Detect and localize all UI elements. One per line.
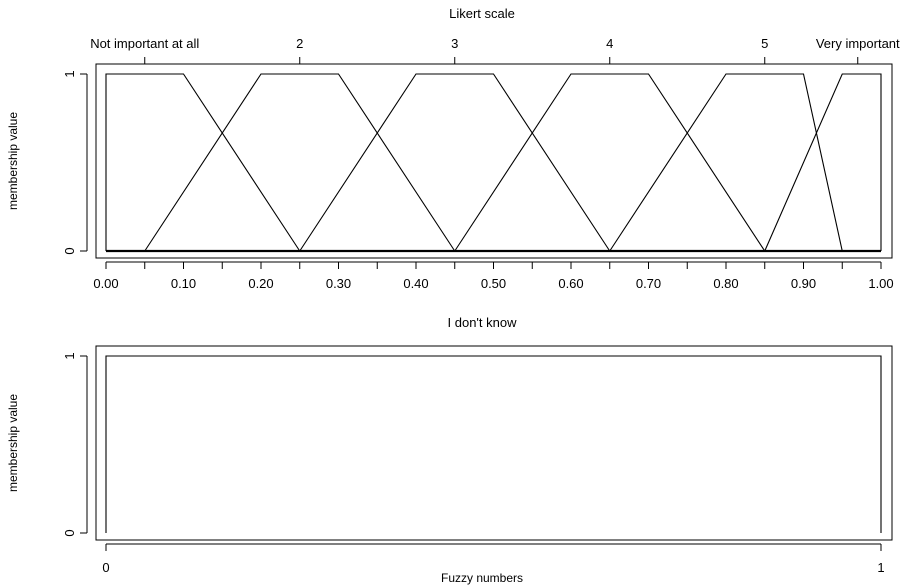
likert-membership-line-2 <box>144 73 456 252</box>
dont-know-y-axis: 01 <box>62 352 88 537</box>
dont-know-y-tick-label: 1 <box>62 352 77 359</box>
likert-x-tick-label: 0.30 <box>326 276 351 291</box>
likert-x-tick-label: 0.50 <box>481 276 506 291</box>
dont-know-panel: I don't know membership value Fuzzy numb… <box>6 315 893 585</box>
likert-top-tick-label: 4 <box>606 36 613 51</box>
likert-x-tick-label: 1.00 <box>868 276 893 291</box>
likert-membership-line-6 <box>764 73 882 252</box>
likert-membership-line-4 <box>454 73 766 252</box>
likert-membership-line-5 <box>609 73 843 252</box>
likert-top-tick-label: 2 <box>296 36 303 51</box>
likert-top-tick-label: Very important <box>816 36 900 51</box>
likert-y-axis-label: membership value <box>6 112 20 210</box>
likert-membership-line-1 <box>105 73 301 252</box>
likert-top-axis: Not important at all 2 3 4 5 Very important <box>90 36 900 65</box>
dont-know-plot-frame <box>95 345 893 541</box>
dont-know-chart-title: I don't know <box>448 315 518 330</box>
likert-membership-line-3 <box>299 73 611 252</box>
likert-minor-ticks <box>144 262 843 269</box>
likert-series-group <box>105 73 882 252</box>
likert-y-axis: 01 <box>62 70 88 255</box>
likert-chart-title: Likert scale <box>449 6 515 21</box>
dont-know-x-tick-label: 0 <box>102 560 109 575</box>
likert-x-tick-label: 0.20 <box>248 276 273 291</box>
likert-x-tick-label: 0.60 <box>558 276 583 291</box>
likert-top-tick-label: 3 <box>451 36 458 51</box>
dont-know-series-group <box>105 355 882 533</box>
likert-x-tick-label: 0.40 <box>403 276 428 291</box>
dont-know-y-tick-label: 0 <box>62 529 77 536</box>
likert-scale-panel: Likert scale membership value 0.00 0.10 0.… <box>6 6 900 291</box>
likert-top-tick-label: Not important at all <box>90 36 199 51</box>
likert-x-tick-label: 0.70 <box>636 276 661 291</box>
dont-know-x-tick-label: 1 <box>877 560 884 575</box>
dont-know-y-axis-label: membership value <box>6 394 20 492</box>
likert-x-tick-label: 0.80 <box>713 276 738 291</box>
likert-top-tick-label: 5 <box>761 36 768 51</box>
dont-know-x-axis-label: Fuzzy numbers <box>441 571 523 585</box>
likert-x-tick-label: 0.10 <box>171 276 196 291</box>
likert-y-tick-label: 1 <box>62 70 77 77</box>
likert-x-axis: 0.00 0.10 0.20 0.30 0.40 0.50 0.60 0.70 0.80 0.90… <box>93 261 894 291</box>
likert-plot-frame <box>95 63 893 259</box>
likert-y-tick-label: 0 <box>62 247 77 254</box>
likert-x-tick-label: 0.00 <box>93 276 118 291</box>
likert-x-tick-label: 0.90 <box>791 276 816 291</box>
dont-know-membership-line-1 <box>105 355 882 533</box>
